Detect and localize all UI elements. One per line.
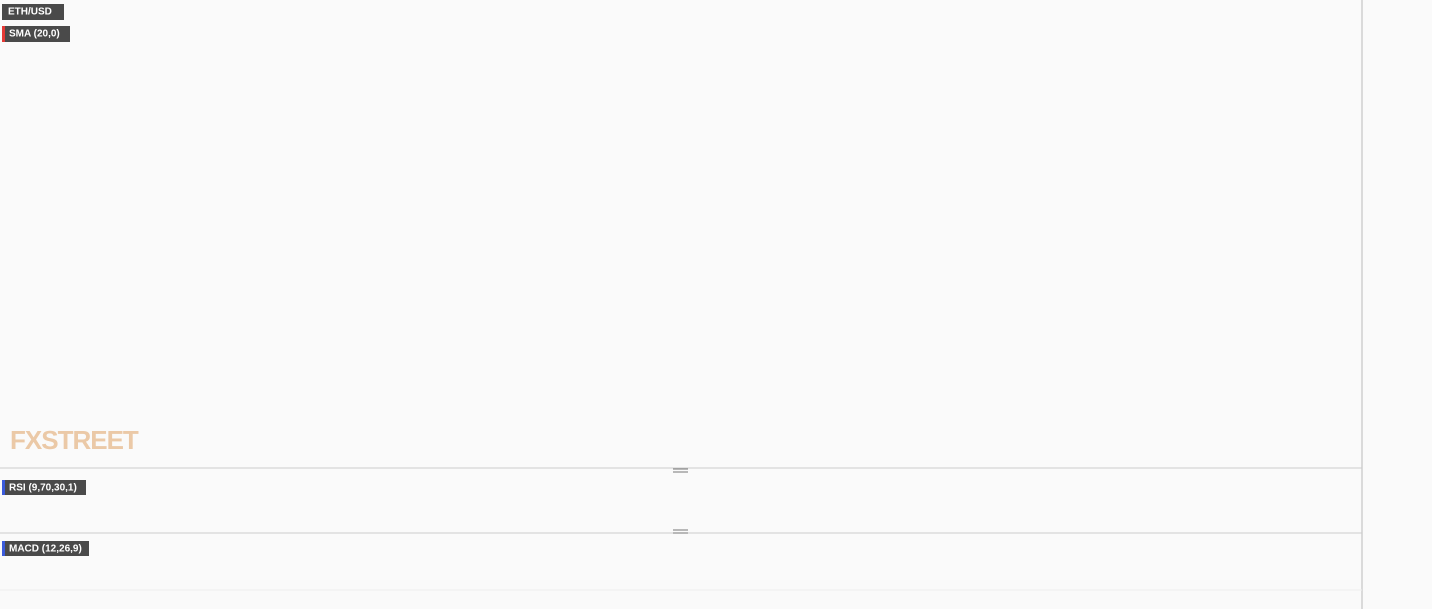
legend-swatch (2, 480, 5, 495)
legend-label: RSI (9,70,30,1) (9, 483, 77, 494)
legend-box (2, 480, 86, 495)
watermark: FXSTREET (10, 425, 139, 455)
legend-box (2, 26, 70, 42)
legend-label: MACD (12,26,9) (9, 544, 82, 555)
legend: ETH/USD SMA (20,0) RSI (9,70,30,1) MACD … (2, 4, 89, 556)
panel-handle[interactable] (673, 468, 688, 534)
legend-swatch (2, 541, 5, 556)
legend-box (2, 4, 64, 20)
legend-label: ETH/USD (8, 7, 52, 18)
legend-swatch (2, 26, 5, 42)
legend-label: SMA (20,0) (9, 29, 60, 40)
legend-box (2, 541, 89, 556)
